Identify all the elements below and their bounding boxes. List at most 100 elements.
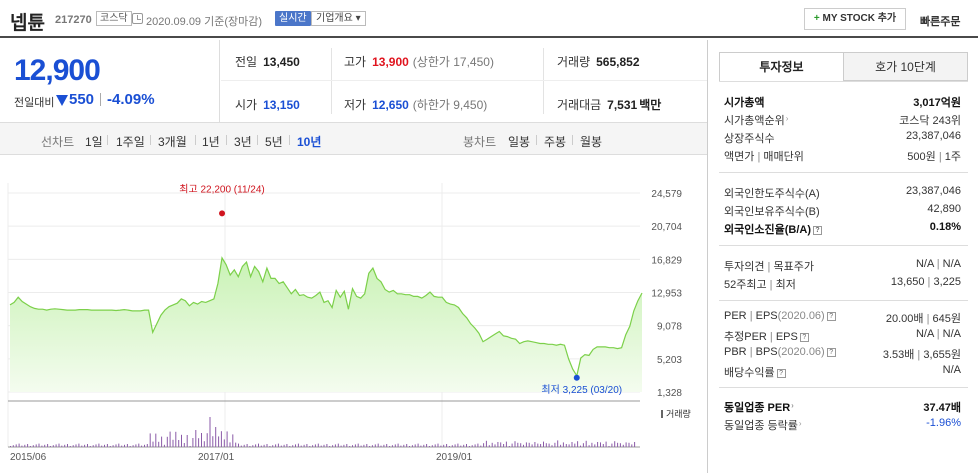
help-icon[interactable]: ? [813, 226, 822, 235]
volume-bar [477, 443, 479, 447]
stat-value: 13,450 [263, 55, 300, 69]
row-value: 0.18% [929, 221, 961, 233]
volume-bar [369, 446, 371, 447]
est-per-label: 추정PER [724, 331, 767, 343]
volume-bar [81, 445, 83, 447]
price-chart[interactable]: 24,579 20,704 16,829 12,953 9,078 5,203 1,328 … [0, 155, 707, 473]
row-value: 13,650 | 3,225 [891, 276, 961, 288]
stat-volume: 거래량 565,852 [557, 53, 640, 70]
help-icon[interactable]: ? [799, 333, 809, 342]
volume-bar [38, 443, 40, 447]
volume-bar [249, 446, 251, 447]
candle-monthly[interactable]: 월봉 [580, 135, 603, 149]
help-icon[interactable]: ? [826, 348, 836, 357]
row-value: 23,387,046 [905, 130, 961, 142]
par-value: 500원 [907, 151, 936, 163]
volume-bar [574, 443, 576, 447]
volume-bar [617, 442, 619, 447]
period-1w[interactable]: 1주일 [116, 135, 145, 149]
volume-bar [35, 444, 37, 447]
volume-bar [320, 445, 322, 447]
stat-high: 고가 13,900 (상한가 17,450) [344, 53, 494, 70]
period-3m[interactable]: 3개월 [158, 135, 187, 149]
volume-bar [354, 444, 356, 447]
volume-bar [101, 445, 103, 447]
volume-bar [366, 444, 368, 447]
volume-bar [44, 444, 46, 447]
info-icon[interactable]: › [798, 419, 802, 428]
period-1d[interactable]: 1일 [85, 135, 103, 149]
row-foreign-limit: 외국인한도주식수(A) 23,387,046 [719, 185, 968, 201]
current-price: 12,900 [14, 54, 101, 87]
row-label: 52주최고 | 최저 [724, 276, 796, 292]
volume-bar [163, 444, 165, 447]
candle-weekly[interactable]: 주봉 [544, 135, 567, 149]
stat-value: 7,531 [607, 98, 638, 112]
volume-bar [229, 442, 231, 447]
info-icon[interactable]: › [785, 114, 789, 123]
tab-orderbook[interactable]: 호가 10단계 [843, 52, 968, 81]
volume-bar [27, 444, 29, 447]
separator: | [749, 346, 753, 358]
volume-bar [466, 444, 467, 447]
row-value: 20.00배 | 645원 [886, 310, 961, 326]
candle-daily[interactable]: 일봉 [508, 135, 531, 149]
down-arrow-icon [56, 95, 68, 106]
period-3y[interactable]: 3년 [234, 135, 252, 149]
divider [719, 81, 968, 82]
row-label: 외국인보유주식수(B) [724, 206, 820, 218]
divider [107, 135, 108, 145]
volume-bar [571, 442, 573, 447]
divider [543, 48, 544, 114]
row-label: 시가총액순위› [724, 112, 788, 128]
info-icon[interactable]: › [791, 401, 794, 410]
est-eps-label: EPS [775, 331, 798, 343]
period-1y[interactable]: 1년 [202, 135, 220, 149]
volume-bar [195, 430, 197, 447]
row-pbr: PBR | BPS(2020.06)? 3.53배 | 3,655원 [719, 346, 968, 362]
help-icon[interactable]: ? [776, 369, 786, 378]
volume-bar [505, 441, 507, 447]
help-icon[interactable]: ? [826, 312, 836, 321]
period-5y[interactable]: 5년 [265, 135, 283, 149]
company-info-button[interactable]: 기업개요 ▾ [311, 11, 366, 26]
quick-order-button[interactable]: 빠른주문 [920, 16, 961, 28]
volume-bar [252, 445, 254, 447]
my-stock-label: MY STOCK 추가 [822, 13, 897, 24]
volume-bar [115, 444, 117, 447]
volume-bar [483, 443, 485, 447]
volume-bar [297, 443, 299, 447]
volume-bar [166, 436, 168, 447]
realtime-button[interactable]: 실시간 [275, 11, 311, 26]
row-label: 투자의견 | 목표주가 [724, 258, 814, 274]
x-tick-label: 2019/01 [436, 452, 473, 463]
separator: | [757, 151, 761, 163]
volume-bar [215, 427, 217, 447]
period-10y[interactable]: 10년 [297, 135, 322, 149]
volume-bar [201, 433, 202, 447]
volume-bar [389, 446, 391, 447]
volume-bar [548, 443, 550, 447]
volume-bar [360, 445, 362, 447]
volume-bar [58, 443, 60, 447]
volume-bar [534, 442, 536, 447]
separator: | [927, 276, 931, 288]
tab-investment-info[interactable]: 투자정보 [719, 52, 844, 81]
volume-bar [209, 417, 211, 447]
separator: | [749, 310, 753, 322]
volume-bar [112, 445, 114, 447]
volume-bar [135, 444, 137, 447]
volume-bar [440, 445, 442, 447]
row-foreign-ratio: 외국인소진율(B/A)? 0.18% [719, 221, 968, 237]
volume-bar [314, 444, 316, 447]
high-label: 최고 22,200 (11/24) [179, 183, 265, 195]
volume-bar [152, 441, 154, 447]
volume-bar [263, 444, 265, 447]
my-stock-add-button[interactable]: + MY STOCK 추가 [804, 8, 906, 30]
industry-per-label: 동일업종 PER [724, 402, 791, 414]
stat-label: 저가 [344, 98, 367, 112]
volume-bar [337, 443, 339, 447]
volume-bar [391, 445, 393, 447]
row-label: 외국인소진율(B/A)? [724, 221, 822, 237]
info-tabs: 호가 10단계 투자정보 [719, 52, 968, 81]
